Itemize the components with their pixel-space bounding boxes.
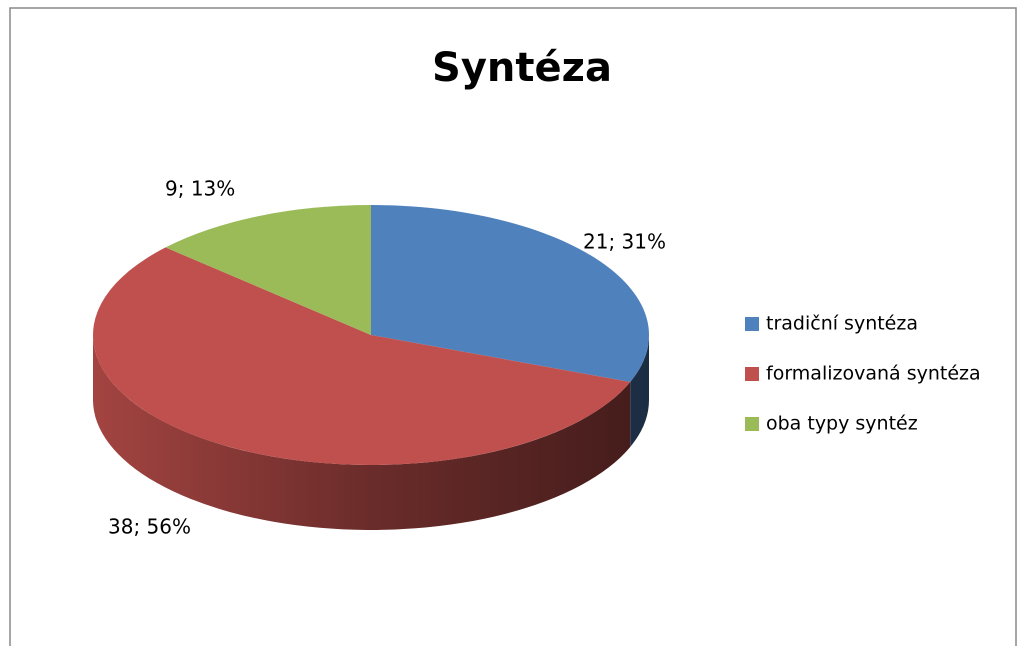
legend-swatch bbox=[745, 317, 759, 331]
pie-slice bbox=[371, 205, 649, 382]
pie-slice-side bbox=[93, 335, 631, 531]
legend-swatch bbox=[745, 417, 759, 431]
legend-swatch bbox=[745, 367, 759, 381]
pie-slice bbox=[165, 205, 371, 335]
chart-title: Syntéza bbox=[432, 45, 612, 91]
data-label: 9; 13% bbox=[165, 177, 235, 201]
legend-label: oba typy syntéz bbox=[766, 413, 918, 435]
pie-slice-side bbox=[630, 335, 649, 447]
data-label: 38; 56% bbox=[108, 515, 191, 539]
legend-label: tradiční syntéza bbox=[766, 313, 918, 335]
data-label: 21; 31% bbox=[583, 230, 666, 254]
legend-label: formalizovaná syntéza bbox=[766, 363, 981, 385]
pie-slice bbox=[93, 247, 631, 465]
